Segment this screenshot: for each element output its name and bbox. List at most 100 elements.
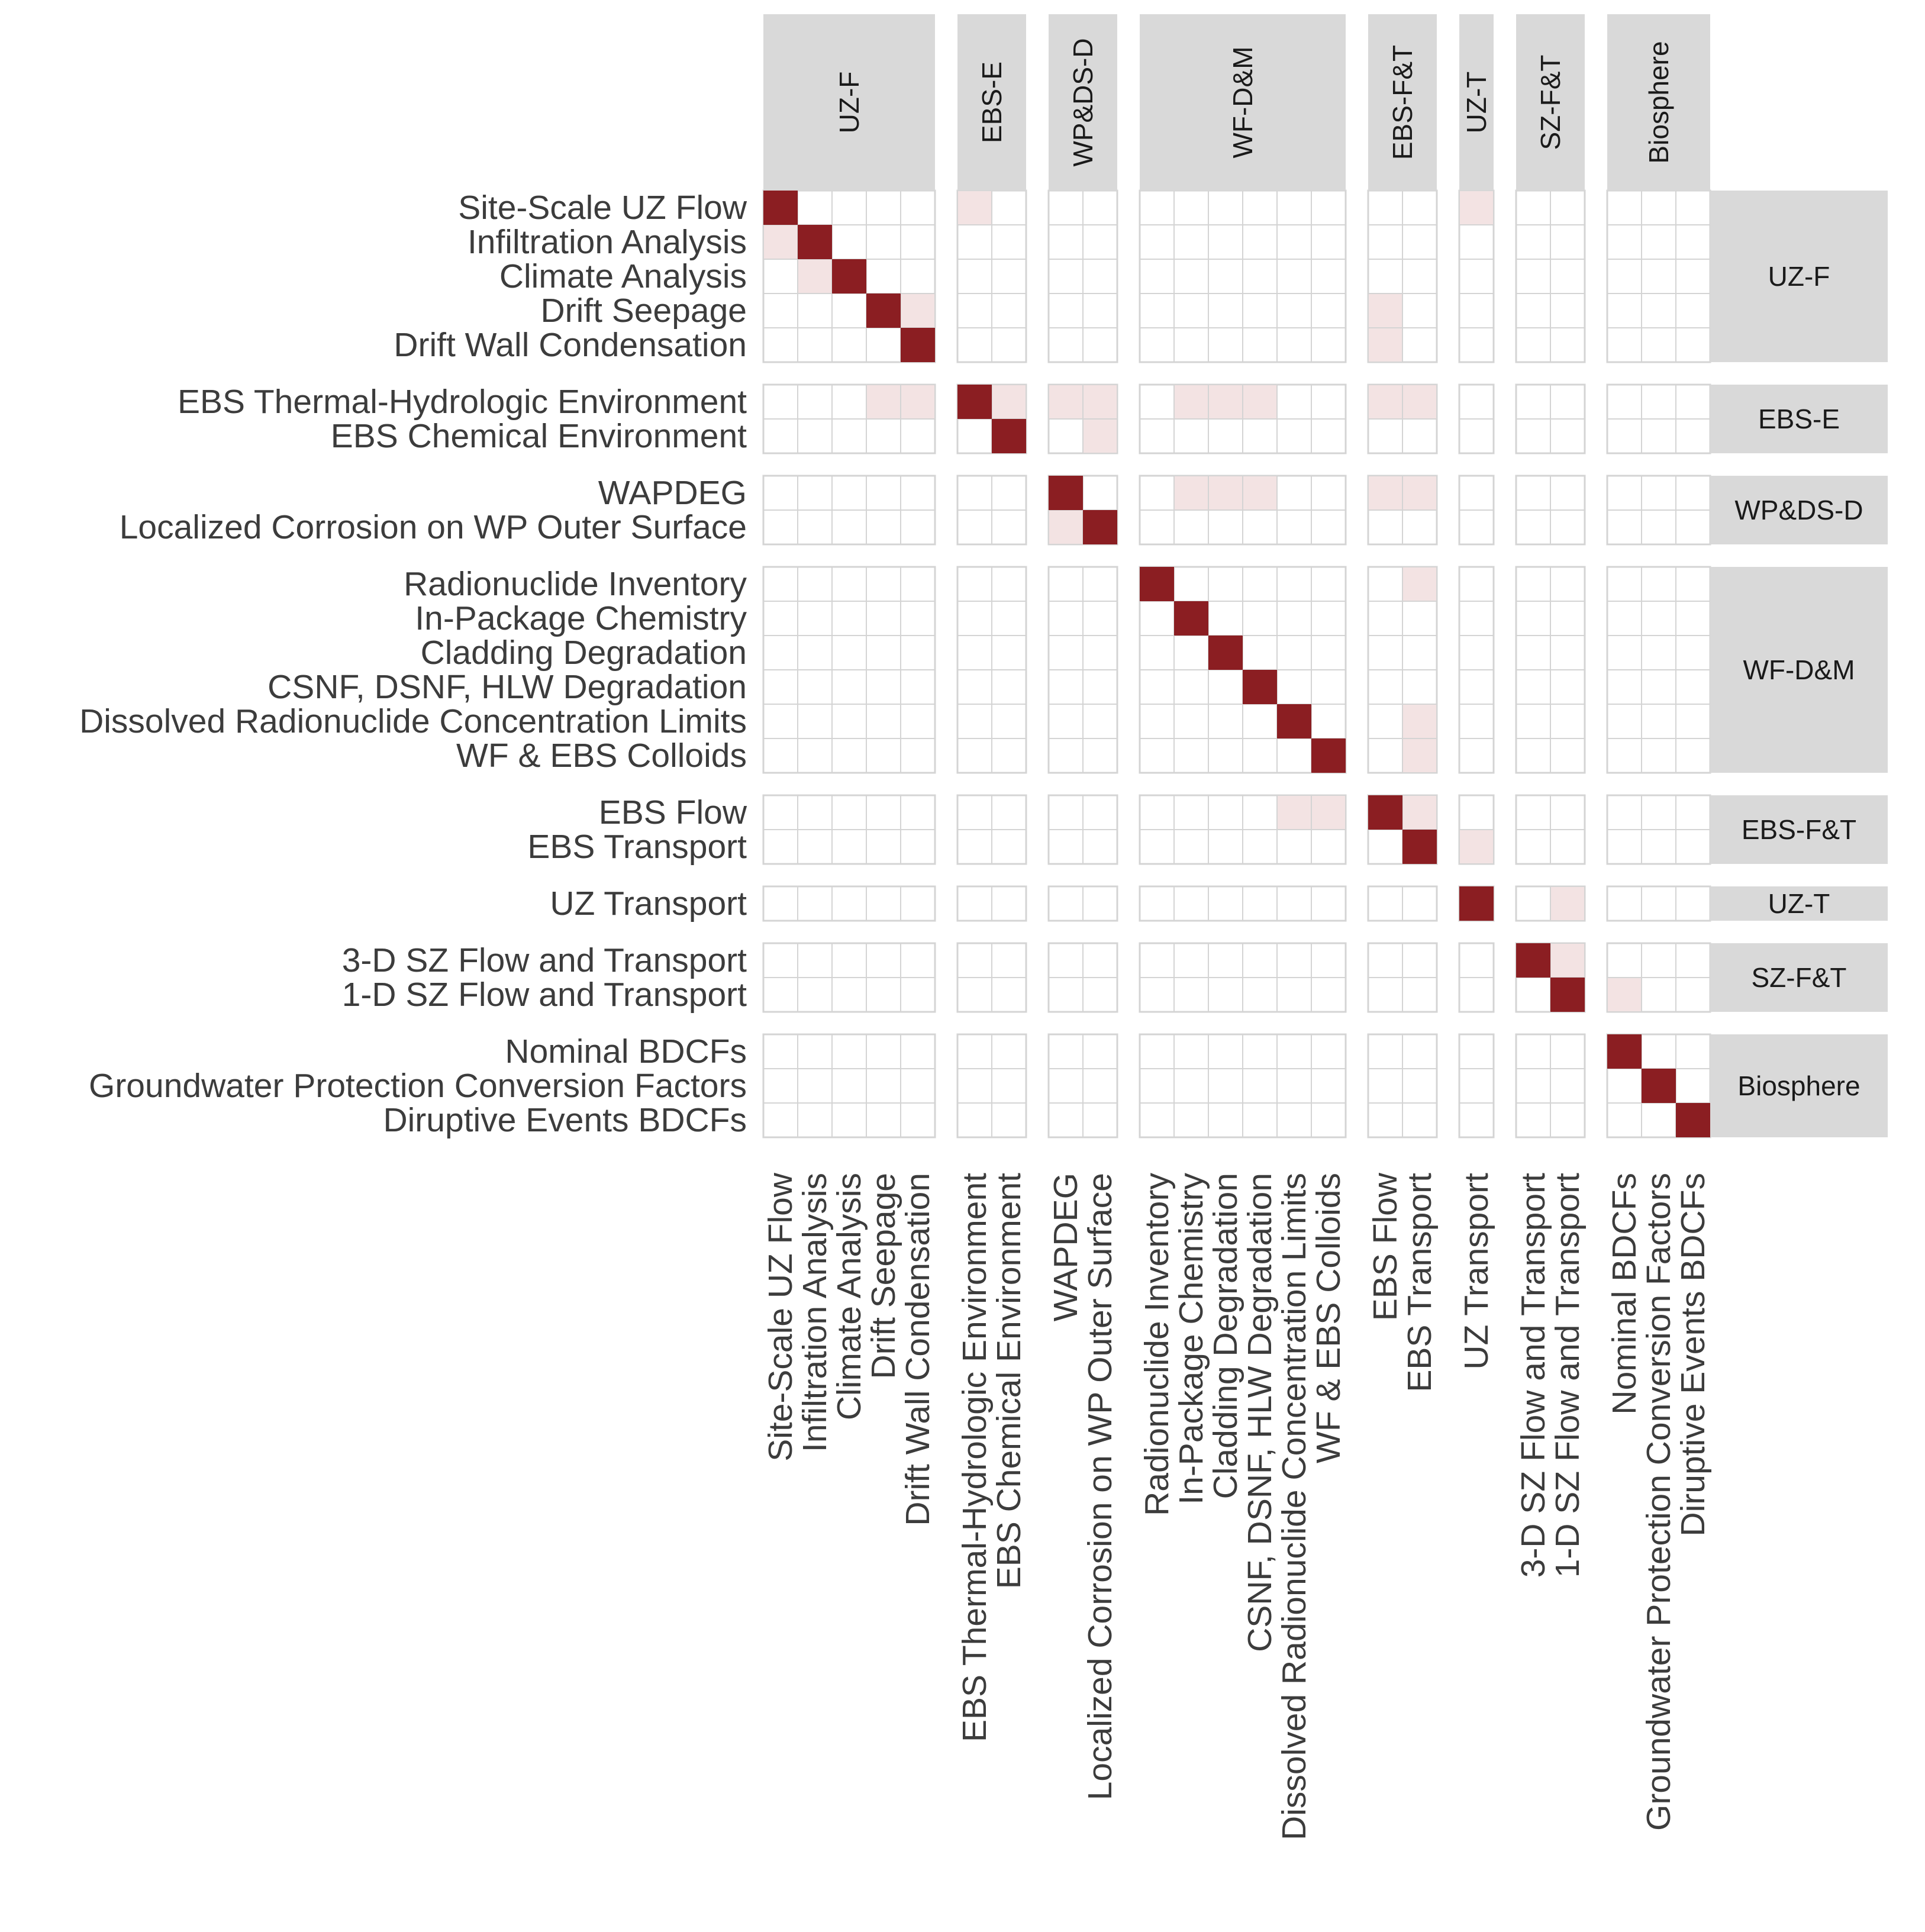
panel-ebs-e-by-uz-t	[1458, 383, 1495, 454]
col-label: Diruptive Events BDCFs	[1674, 1173, 1712, 1537]
diagonal-cell	[957, 385, 992, 419]
link-cell	[1551, 887, 1584, 920]
diagonal-cell	[1459, 886, 1494, 921]
col-label: Nominal BDCFs	[1605, 1173, 1643, 1415]
panel-wf-dandm-by-ebs-e	[956, 566, 1027, 774]
panel-wf-dandm-by-sz-fandt	[1515, 566, 1586, 774]
link-cell	[1209, 385, 1242, 418]
col-label: EBS Thermal-Hydrologic Environment	[956, 1173, 994, 1742]
link-cell	[901, 385, 934, 418]
col-strip-sz-fandt	[1516, 14, 1585, 191]
panel-ebs-e-by-wf-dandm	[1139, 383, 1347, 454]
panel-wf-dandm-by-uz-t	[1458, 566, 1495, 774]
row-label: In-Package Chemistry	[415, 599, 747, 637]
panel-uz-t-by-uz-f	[762, 885, 936, 922]
row-label: Site-Scale UZ Flow	[458, 189, 747, 227]
diagonal-cell	[798, 225, 832, 259]
col-label: EBS Transport	[1401, 1173, 1439, 1392]
col-label: Site-Scale UZ Flow	[762, 1172, 799, 1462]
link-cell	[1209, 476, 1242, 509]
col-label: CSNF, DSNF, HLW Degradation	[1241, 1173, 1279, 1652]
row-label: EBS Chemical Environment	[331, 417, 747, 455]
link-cell	[1403, 385, 1436, 418]
diagonal-cell	[1311, 738, 1346, 773]
diagonal-cell	[1550, 978, 1585, 1012]
panel-biosphere-by-ebs-e	[956, 1033, 1027, 1138]
diagonal-cell	[1174, 601, 1208, 636]
link-cell	[1175, 385, 1208, 418]
link-cell	[1049, 511, 1082, 544]
row-strip-label-wpandds-d: WP&DS-D	[1734, 495, 1863, 525]
link-cell	[1175, 476, 1208, 509]
link-cell	[1312, 796, 1345, 829]
diagonal-cell	[992, 419, 1026, 453]
link-cell	[958, 191, 991, 224]
col-strip-ebs-fandt	[1368, 14, 1437, 191]
panel-wpandds-d-by-biosphere	[1606, 475, 1711, 546]
link-cell	[867, 385, 900, 418]
row-strip-biosphere	[1710, 1034, 1888, 1137]
link-cell	[1551, 944, 1584, 977]
cell-layer	[763, 191, 1710, 1137]
link-cell	[1278, 796, 1311, 829]
panel-biosphere-by-wpandds-d	[1047, 1033, 1118, 1138]
diagonal-cell	[1049, 476, 1083, 510]
col-label: Localized Corrosion on WP Outer Surface	[1081, 1173, 1119, 1800]
row-label: CSNF, DSNF, HLW Degradation	[267, 668, 747, 706]
panel-grid-layer	[762, 189, 1711, 1138]
col-label: 1-D SZ Flow and Transport	[1549, 1173, 1587, 1578]
row-label: EBS Transport	[527, 828, 747, 866]
link-cell	[1049, 385, 1082, 418]
row-strip-label-ebs-e: EBS-E	[1758, 404, 1840, 434]
panel-uz-t-by-ebs-fandt	[1367, 885, 1438, 922]
row-label: EBS Flow	[599, 794, 747, 831]
panel-ebs-fandt-by-uz-f	[762, 794, 936, 865]
col-label: Climate Analysis	[830, 1173, 868, 1420]
panel-ebs-fandt-by-biosphere	[1606, 794, 1711, 865]
diagonal-cell	[1402, 830, 1437, 864]
col-strip-label-wf-dandm: WF-D&M	[1227, 46, 1258, 158]
diagonal-cell	[901, 328, 935, 362]
row-label: UZ Transport	[550, 885, 747, 923]
panel-uz-t-by-biosphere	[1606, 885, 1711, 922]
row-label: Climate Analysis	[499, 257, 747, 295]
col-strip-label-ebs-e: EBS-E	[976, 62, 1007, 143]
row-label: Infiltration Analysis	[467, 223, 747, 261]
col-label: WAPDEG	[1047, 1173, 1085, 1321]
panel-biosphere-by-sz-fandt	[1515, 1033, 1586, 1138]
col-label: Radionuclide Inventory	[1138, 1173, 1176, 1516]
row-label: Diruptive Events BDCFs	[383, 1101, 747, 1139]
row-label: Dissolved Radionuclide Concentration Lim…	[79, 702, 747, 740]
link-cell	[1369, 294, 1402, 327]
row-strip-ebs-fandt	[1710, 795, 1888, 864]
link-cell	[1084, 420, 1117, 453]
panel-uz-t-by-ebs-e	[956, 885, 1027, 922]
panel-uz-f-by-sz-fandt	[1515, 189, 1586, 363]
row-label: Drift Seepage	[540, 292, 747, 330]
col-strip-label-biosphere: Biosphere	[1643, 41, 1674, 163]
col-label: Infiltration Analysis	[796, 1173, 834, 1452]
panel-sz-fandt-by-uz-t	[1458, 942, 1495, 1013]
diagonal-cell	[1083, 510, 1117, 544]
panel-wf-dandm-by-wpandds-d	[1047, 566, 1118, 774]
strip-layer: UZ-F UZ-F EBS-E EBS-E WP&DS-D WP&DS-D WF-D&M WF…	[763, 14, 1888, 1137]
panel-uz-f-by-biosphere	[1606, 189, 1711, 363]
col-label: Groundwater Protection Conversion Factor…	[1640, 1173, 1678, 1831]
diagonal-cell	[866, 293, 901, 328]
diagonal-cell	[1607, 1034, 1642, 1069]
row-strip-label-ebs-fandt: EBS-F&T	[1742, 814, 1856, 845]
col-strip-biosphere	[1607, 14, 1710, 191]
panel-uz-t-by-wpandds-d	[1047, 885, 1118, 922]
diagonal-cell	[1243, 670, 1277, 704]
diagonal-cell	[1516, 943, 1550, 978]
link-cell	[1369, 328, 1402, 362]
panel-wpandds-d-by-wf-dandm	[1139, 475, 1347, 546]
panel-ebs-e-by-biosphere	[1606, 383, 1711, 454]
panel-wf-dandm-by-ebs-fandt	[1367, 566, 1438, 774]
row-label: Localized Corrosion on WP Outer Surface	[120, 508, 747, 546]
panel-wpandds-d-by-uz-f	[762, 475, 936, 546]
diagonal-cell	[1140, 567, 1174, 601]
col-strip-ebs-e	[957, 14, 1026, 191]
row-label: WF & EBS Colloids	[456, 737, 747, 775]
